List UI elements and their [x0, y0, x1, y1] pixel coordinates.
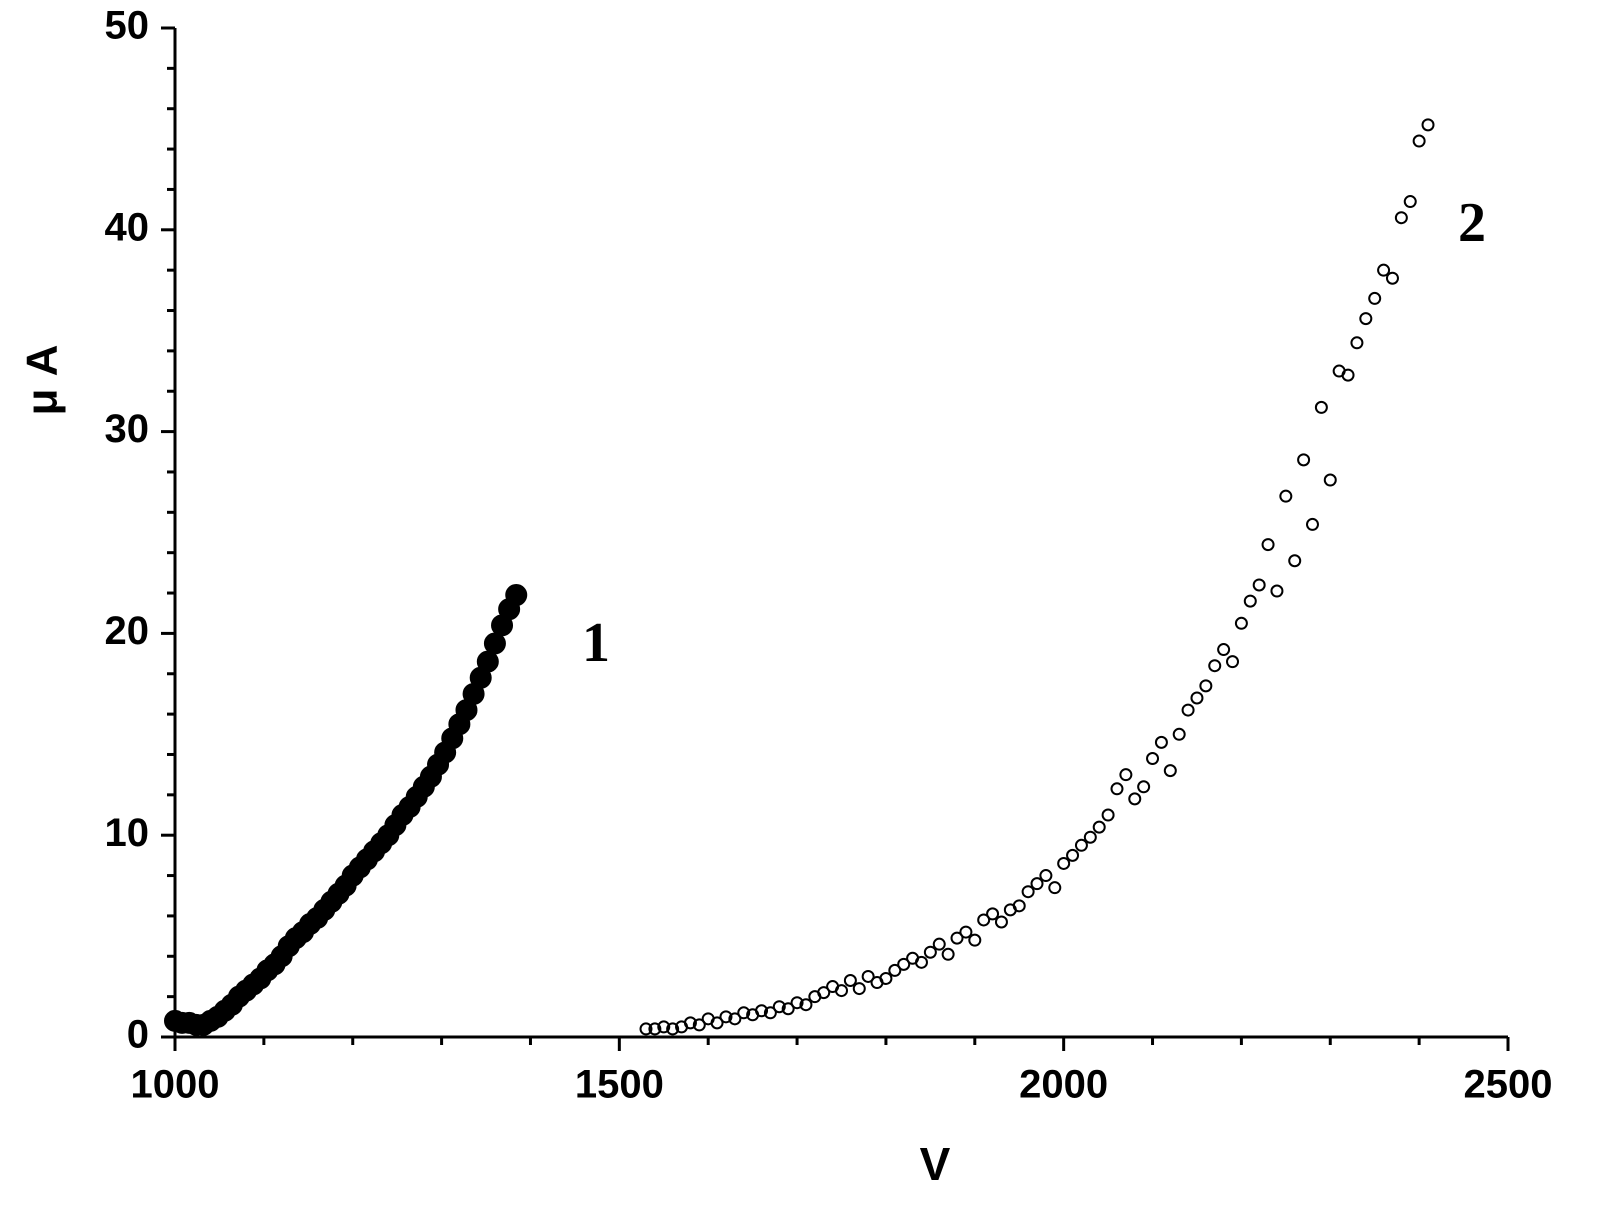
- open-point: [1305, 517, 1319, 531]
- open-point: [1181, 703, 1195, 717]
- y-tick-label: 10: [105, 811, 150, 855]
- open-point: [1359, 312, 1373, 326]
- open-point: [1074, 838, 1088, 852]
- open-point: [1172, 727, 1186, 741]
- series-annotation: 1: [582, 612, 610, 674]
- open-point: [994, 915, 1008, 929]
- open-point: [897, 957, 911, 971]
- open-point: [657, 1020, 671, 1034]
- open-point: [888, 963, 902, 977]
- open-point: [950, 931, 964, 945]
- open-point: [648, 1022, 662, 1036]
- open-point: [1048, 881, 1062, 895]
- open-point: [772, 1000, 786, 1014]
- filled-point: [483, 632, 506, 655]
- open-point: [1057, 856, 1071, 870]
- open-point: [710, 1016, 724, 1030]
- x-axis-label: V: [920, 1138, 951, 1190]
- open-point: [1403, 195, 1417, 209]
- open-point: [639, 1022, 653, 1036]
- open-point: [861, 969, 875, 983]
- open-point: [959, 925, 973, 939]
- y-tick-label: 0: [127, 1013, 149, 1057]
- x-tick-label: 2000: [1019, 1063, 1108, 1107]
- open-point: [923, 945, 937, 959]
- y-tick-label: 40: [105, 205, 150, 249]
- open-point: [692, 1018, 706, 1032]
- open-point: [1314, 400, 1328, 414]
- open-point: [1092, 820, 1106, 834]
- open-point: [1252, 578, 1266, 592]
- open-point: [817, 986, 831, 1000]
- filled-point: [505, 584, 528, 607]
- open-point: [914, 955, 928, 969]
- open-point: [1012, 899, 1026, 913]
- open-point: [683, 1016, 697, 1030]
- open-point: [1199, 679, 1213, 693]
- open-point: [790, 996, 804, 1010]
- filled-point: [476, 650, 499, 673]
- open-point: [986, 907, 1000, 921]
- open-point: [1323, 473, 1337, 487]
- open-point: [932, 937, 946, 951]
- open-point: [1412, 134, 1426, 148]
- open-point: [1297, 453, 1311, 467]
- open-point: [666, 1022, 680, 1036]
- open-point: [1119, 768, 1133, 782]
- open-point: [941, 947, 955, 961]
- y-tick-label: 30: [105, 407, 150, 451]
- open-point: [1163, 764, 1177, 778]
- open-point: [1243, 594, 1257, 608]
- open-point: [737, 1006, 751, 1020]
- open-point: [1083, 830, 1097, 844]
- open-point: [835, 984, 848, 998]
- open-point: [1217, 643, 1231, 657]
- open-point: [763, 1006, 777, 1020]
- open-point: [1421, 118, 1435, 132]
- y-tick-label: 50: [105, 4, 150, 48]
- open-point: [1385, 271, 1399, 285]
- open-point: [879, 971, 893, 985]
- open-point: [781, 1002, 795, 1016]
- open-point: [799, 998, 813, 1012]
- open-point: [1270, 584, 1284, 598]
- open-point: [1128, 792, 1142, 806]
- open-point: [852, 982, 866, 996]
- x-tick-label: 1500: [575, 1063, 664, 1107]
- x-tick-label: 2500: [1464, 1063, 1553, 1107]
- open-point: [1234, 616, 1248, 630]
- open-point: [1341, 368, 1355, 382]
- open-point: [1101, 808, 1115, 822]
- open-point: [1288, 554, 1302, 568]
- open-point: [1137, 780, 1151, 794]
- open-point: [977, 913, 991, 927]
- open-point: [1066, 848, 1080, 862]
- open-point: [1350, 336, 1364, 350]
- open-point: [1154, 735, 1168, 749]
- open-point: [1377, 263, 1391, 277]
- open-point: [1394, 211, 1408, 225]
- open-point: [968, 933, 982, 947]
- open-point: [755, 1004, 769, 1018]
- open-point: [728, 1012, 742, 1026]
- open-point: [1039, 869, 1053, 883]
- open-point: [1021, 885, 1035, 899]
- open-point: [1261, 538, 1275, 552]
- open-point: [1226, 655, 1240, 669]
- open-point: [1030, 877, 1044, 891]
- y-tick-label: 20: [105, 609, 150, 653]
- open-point: [719, 1010, 733, 1024]
- y-axis-label: μ A: [18, 345, 67, 416]
- open-point: [1110, 782, 1124, 796]
- open-point: [1208, 659, 1222, 673]
- open-point: [1279, 489, 1293, 503]
- open-point: [843, 973, 857, 987]
- open-point: [1190, 691, 1204, 705]
- x-tick-label: 1000: [131, 1063, 220, 1107]
- series-annotation: 2: [1458, 192, 1486, 254]
- open-point: [1368, 291, 1382, 305]
- open-point: [1146, 752, 1160, 766]
